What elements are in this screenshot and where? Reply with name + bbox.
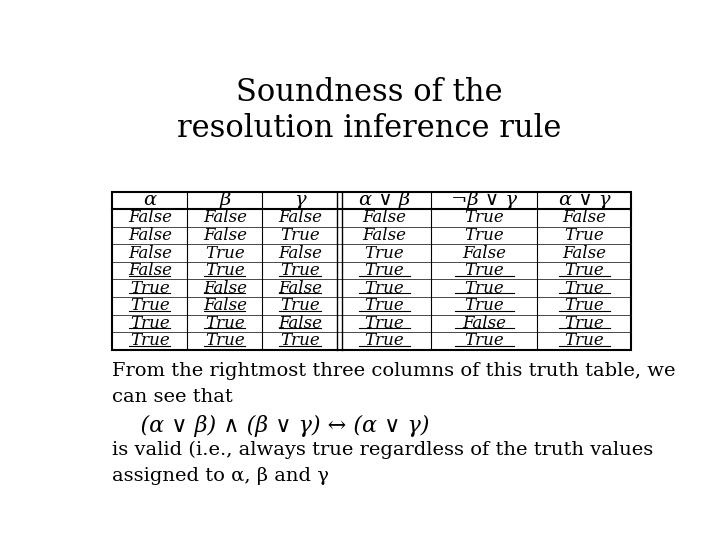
- Text: True: True: [364, 332, 404, 349]
- Text: True: True: [564, 297, 604, 314]
- Text: True: True: [130, 280, 170, 296]
- Text: True: True: [464, 227, 504, 244]
- Text: True: True: [464, 280, 504, 296]
- Text: True: True: [564, 262, 604, 279]
- Text: α: α: [143, 191, 156, 210]
- Text: False: False: [562, 245, 606, 261]
- Text: True: True: [464, 332, 504, 349]
- Text: can see that: can see that: [112, 388, 233, 406]
- Text: True: True: [564, 280, 604, 296]
- Text: False: False: [203, 227, 247, 244]
- Text: is valid (i.e., always true regardless of the truth values: is valid (i.e., always true regardless o…: [112, 441, 654, 459]
- Bar: [112, 192, 631, 349]
- Text: True: True: [464, 210, 504, 226]
- Text: True: True: [464, 297, 504, 314]
- Text: From the rightmost three columns of this truth table, we: From the rightmost three columns of this…: [112, 362, 676, 380]
- Text: True: True: [364, 245, 404, 261]
- Text: True: True: [280, 262, 320, 279]
- Text: False: False: [203, 297, 247, 314]
- Text: False: False: [462, 315, 506, 332]
- Text: True: True: [280, 227, 320, 244]
- Text: β: β: [219, 191, 230, 210]
- Text: False: False: [128, 262, 172, 279]
- Text: α ∨ β: α ∨ β: [359, 191, 410, 210]
- Text: True: True: [364, 297, 404, 314]
- Text: False: False: [362, 227, 406, 244]
- Text: True: True: [564, 227, 604, 244]
- Text: True: True: [205, 262, 245, 279]
- Text: True: True: [564, 332, 604, 349]
- Text: False: False: [278, 245, 322, 261]
- Text: True: True: [205, 315, 245, 332]
- Text: False: False: [203, 210, 247, 226]
- Text: True: True: [280, 297, 320, 314]
- Text: False: False: [278, 210, 322, 226]
- Text: α ∨ γ: α ∨ γ: [559, 191, 610, 210]
- Text: assigned to α, β and γ: assigned to α, β and γ: [112, 467, 329, 485]
- Text: True: True: [364, 315, 404, 332]
- Text: False: False: [362, 210, 406, 226]
- Text: True: True: [130, 297, 170, 314]
- Text: True: True: [564, 315, 604, 332]
- Text: False: False: [278, 315, 322, 332]
- Text: False: False: [128, 210, 172, 226]
- Text: True: True: [205, 332, 245, 349]
- Text: γ: γ: [294, 191, 306, 210]
- Text: Soundness of the
resolution inference rule: Soundness of the resolution inference ru…: [177, 77, 561, 144]
- Text: False: False: [128, 245, 172, 261]
- Text: True: True: [464, 262, 504, 279]
- Text: True: True: [364, 262, 404, 279]
- Text: (α ∨ β) ∧ (β ∨ γ) ↔ (α ∨ γ): (α ∨ β) ∧ (β ∨ γ) ↔ (α ∨ γ): [112, 415, 430, 436]
- Text: False: False: [462, 245, 506, 261]
- Text: ¬β ∨ γ: ¬β ∨ γ: [451, 191, 518, 210]
- Text: False: False: [278, 280, 322, 296]
- Text: True: True: [130, 315, 170, 332]
- Text: True: True: [364, 280, 404, 296]
- Text: True: True: [130, 332, 170, 349]
- Text: False: False: [128, 227, 172, 244]
- Text: True: True: [280, 332, 320, 349]
- Text: True: True: [205, 245, 245, 261]
- Text: False: False: [203, 280, 247, 296]
- Text: False: False: [562, 210, 606, 226]
